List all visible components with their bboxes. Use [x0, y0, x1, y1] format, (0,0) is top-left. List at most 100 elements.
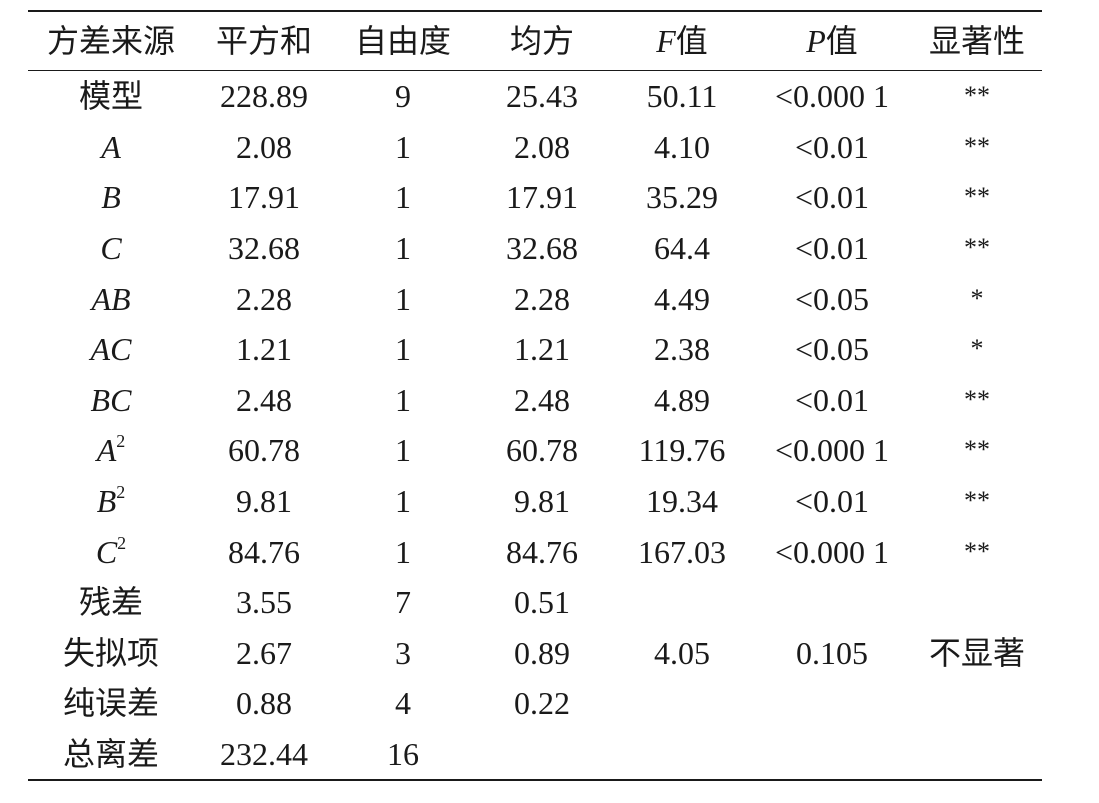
table-row: BC 2.48 1 2.48 4.89 <0.01 **: [28, 375, 1042, 426]
cell-mean-square: 2.48: [514, 381, 570, 418]
cell-mean-square: 9.81: [514, 483, 570, 520]
header-p-value: P值: [806, 23, 858, 59]
cell-degrees-of-freedom: 1: [395, 432, 411, 469]
cell-source: C: [100, 230, 122, 267]
cell-degrees-of-freedom: 9: [395, 78, 411, 115]
table-row: 残差 3.55 7 0.51: [28, 577, 1042, 628]
cell-p-value: <0.000 1: [774, 78, 890, 115]
cell-degrees-of-freedom: 1: [395, 331, 411, 368]
table-row: A2 60.78 1 60.78 119.76 <0.000 1 **: [28, 425, 1042, 476]
cell-sum-of-squares: 1.21: [236, 331, 292, 368]
table-row: AB 2.28 1 2.28 4.49 <0.05 *: [28, 273, 1042, 324]
table-row: C 32.68 1 32.68 64.4 <0.01 **: [28, 223, 1042, 274]
cell-mean-square: 60.78: [506, 432, 578, 469]
table-row: B 17.91 1 17.91 35.29 <0.01 **: [28, 172, 1042, 223]
cell-f-value: 167.03: [638, 533, 726, 570]
cell-source: B: [101, 179, 121, 216]
table-row: C2 84.76 1 84.76 167.03 <0.000 1 **: [28, 526, 1042, 577]
cell-significance: **: [964, 536, 990, 566]
cell-significance: **: [964, 384, 990, 414]
cell-source: 失拟项: [62, 634, 159, 671]
cell-p-value: <0.05: [794, 331, 870, 368]
cell-significance: **: [964, 435, 990, 465]
cell-source: 总离差: [62, 736, 159, 773]
superscript-exponent: 2: [116, 431, 126, 452]
cell-f-value: 4.10: [654, 128, 710, 165]
cell-degrees-of-freedom: 1: [395, 179, 411, 216]
cell-degrees-of-freedom: 1: [395, 280, 411, 317]
cell-source: 残差: [78, 584, 143, 621]
cell-mean-square: 0.51: [514, 584, 570, 621]
cell-p-value: [752, 678, 912, 729]
cell-significance: **: [964, 131, 990, 161]
cell-f-value: 4.89: [654, 381, 710, 418]
cell-degrees-of-freedom: 1: [395, 533, 411, 570]
cell-f-value: 4.49: [654, 280, 710, 317]
cell-mean-square: 0.89: [514, 634, 570, 671]
cell-degrees-of-freedom: 1: [395, 128, 411, 165]
header-row: 方差来源 平方和 自由度 均方 F值 P值 显著性: [28, 11, 1042, 71]
cell-sum-of-squares: 60.78: [228, 432, 300, 469]
cell-significance: [912, 729, 1042, 781]
cell-f-value: 119.76: [638, 432, 726, 469]
cell-f-value: 4.05: [654, 634, 710, 671]
cell-sum-of-squares: 0.88: [236, 685, 292, 722]
cell-degrees-of-freedom: 3: [395, 634, 411, 671]
cell-sum-of-squares: 9.81: [236, 483, 292, 520]
table-row: 纯误差 0.88 4 0.22: [28, 678, 1042, 729]
cell-source: AC: [90, 331, 132, 368]
cell-p-value: <0.000 1: [774, 533, 890, 570]
cell-f-value: [612, 577, 752, 628]
cell-sum-of-squares: 32.68: [228, 230, 300, 267]
header-degrees-of-freedom: 自由度: [354, 23, 451, 59]
cell-sum-of-squares: 2.67: [236, 634, 292, 671]
cell-significance: [912, 678, 1042, 729]
cell-mean-square: 84.76: [506, 533, 578, 570]
cell-p-value: <0.01: [794, 230, 870, 267]
cell-source: C2: [95, 532, 127, 570]
cell-degrees-of-freedom: 4: [395, 685, 411, 722]
cell-mean-square: 17.91: [506, 179, 578, 216]
cell-significance: **: [964, 182, 990, 212]
header-f-value: F值: [656, 23, 708, 59]
table-row: 失拟项 2.67 3 0.89 4.05 0.105 不显著: [28, 628, 1042, 679]
cell-significance: 不显著: [928, 634, 1025, 671]
cell-mean-square: 0.22: [514, 685, 570, 722]
anova-table-container: 方差来源 平方和 自由度 均方 F值 P值 显著性 模型 228.89 9 25.43…: [28, 10, 1042, 781]
cell-degrees-of-freedom: 1: [395, 381, 411, 418]
cell-f-value: 2.38: [654, 331, 710, 368]
cell-sum-of-squares: 228.89: [220, 78, 308, 115]
cell-p-value: 0.105: [796, 634, 868, 671]
cell-mean-square: 1.21: [514, 331, 570, 368]
cell-f-value: [612, 678, 752, 729]
cell-significance: *: [970, 283, 984, 313]
cell-mean-square: 2.08: [514, 128, 570, 165]
cell-sum-of-squares: 84.76: [228, 533, 300, 570]
cell-significance: *: [970, 334, 984, 364]
cell-significance: **: [964, 486, 990, 516]
cell-p-value: <0.01: [794, 179, 870, 216]
superscript-exponent: 2: [116, 482, 126, 503]
cell-p-value: [752, 577, 912, 628]
cell-source: BC: [90, 381, 132, 418]
table-row: 总离差 232.44 16: [28, 729, 1042, 781]
cell-p-value: <0.01: [794, 381, 870, 418]
cell-p-value: <0.05: [794, 280, 870, 317]
cell-significance: [912, 577, 1042, 628]
cell-degrees-of-freedom: 1: [395, 483, 411, 520]
cell-sum-of-squares: 17.91: [228, 179, 300, 216]
table-row: B2 9.81 1 9.81 19.34 <0.01 **: [28, 476, 1042, 527]
cell-f-value: 64.4: [654, 230, 710, 267]
cell-degrees-of-freedom: 1: [395, 230, 411, 267]
cell-significance: **: [964, 81, 990, 111]
cell-source: B2: [96, 482, 126, 520]
cell-f-value: 19.34: [646, 483, 718, 520]
cell-degrees-of-freedom: 16: [387, 736, 419, 773]
cell-source: 纯误差: [62, 685, 159, 722]
cell-sum-of-squares: 2.28: [236, 280, 292, 317]
header-sum-of-squares: 平方和: [215, 23, 312, 59]
cell-mean-square: 2.28: [514, 280, 570, 317]
table-body: 模型 228.89 9 25.43 50.11 <0.000 1 ** A 2.08 1 2.08 4…: [28, 71, 1042, 781]
cell-source: A2: [96, 431, 126, 469]
anova-table: 方差来源 平方和 自由度 均方 F值 P值 显著性 模型 228.89 9 25.43…: [28, 10, 1042, 781]
